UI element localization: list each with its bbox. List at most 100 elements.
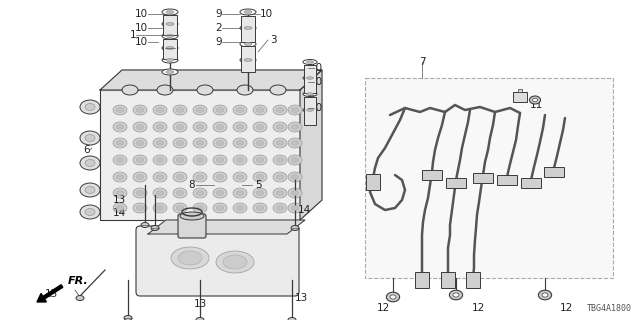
Text: 13: 13 bbox=[295, 293, 308, 303]
Text: 9: 9 bbox=[216, 37, 222, 47]
Ellipse shape bbox=[273, 155, 287, 165]
Text: 12: 12 bbox=[560, 303, 573, 313]
Ellipse shape bbox=[256, 190, 264, 196]
Ellipse shape bbox=[196, 174, 204, 180]
Ellipse shape bbox=[173, 105, 187, 115]
Ellipse shape bbox=[276, 174, 284, 180]
Ellipse shape bbox=[236, 157, 244, 163]
Polygon shape bbox=[100, 70, 322, 90]
Ellipse shape bbox=[542, 293, 548, 297]
Ellipse shape bbox=[273, 172, 287, 182]
Ellipse shape bbox=[162, 45, 178, 51]
Bar bbox=[163, 15, 177, 35]
Ellipse shape bbox=[116, 190, 124, 196]
Ellipse shape bbox=[387, 292, 399, 302]
Ellipse shape bbox=[162, 21, 178, 27]
Ellipse shape bbox=[213, 122, 227, 132]
Ellipse shape bbox=[136, 108, 144, 113]
Text: 5: 5 bbox=[255, 180, 262, 190]
Text: 13: 13 bbox=[113, 195, 126, 205]
Ellipse shape bbox=[193, 105, 207, 115]
Ellipse shape bbox=[193, 203, 207, 213]
Ellipse shape bbox=[113, 155, 127, 165]
Ellipse shape bbox=[233, 155, 247, 165]
Ellipse shape bbox=[244, 43, 252, 45]
Bar bbox=[518, 89, 522, 92]
Ellipse shape bbox=[156, 140, 164, 146]
Ellipse shape bbox=[233, 203, 247, 213]
Ellipse shape bbox=[253, 155, 267, 165]
Polygon shape bbox=[300, 70, 322, 220]
Ellipse shape bbox=[197, 85, 213, 95]
Ellipse shape bbox=[133, 172, 147, 182]
Ellipse shape bbox=[276, 205, 284, 211]
Ellipse shape bbox=[133, 203, 147, 213]
Bar bbox=[422, 170, 442, 180]
Ellipse shape bbox=[173, 122, 187, 132]
Ellipse shape bbox=[288, 138, 302, 148]
Ellipse shape bbox=[216, 174, 224, 180]
Text: 10: 10 bbox=[310, 63, 323, 73]
Polygon shape bbox=[148, 220, 305, 234]
Text: 13: 13 bbox=[193, 299, 207, 309]
Ellipse shape bbox=[213, 138, 227, 148]
Ellipse shape bbox=[116, 174, 124, 180]
Ellipse shape bbox=[256, 174, 264, 180]
Ellipse shape bbox=[85, 187, 95, 194]
Ellipse shape bbox=[136, 124, 144, 130]
Ellipse shape bbox=[244, 11, 252, 13]
FancyBboxPatch shape bbox=[136, 226, 299, 296]
Text: 7: 7 bbox=[419, 57, 426, 67]
Text: 1: 1 bbox=[310, 90, 317, 100]
Ellipse shape bbox=[449, 290, 463, 300]
Ellipse shape bbox=[153, 122, 167, 132]
Ellipse shape bbox=[193, 188, 207, 198]
Ellipse shape bbox=[162, 69, 178, 75]
Ellipse shape bbox=[162, 33, 178, 39]
Ellipse shape bbox=[236, 108, 244, 113]
Ellipse shape bbox=[136, 205, 144, 211]
Ellipse shape bbox=[133, 122, 147, 132]
Bar bbox=[163, 39, 177, 59]
Text: 10: 10 bbox=[135, 9, 148, 19]
Ellipse shape bbox=[136, 190, 144, 196]
Ellipse shape bbox=[276, 140, 284, 146]
FancyArrow shape bbox=[37, 285, 63, 302]
Ellipse shape bbox=[85, 134, 95, 141]
Ellipse shape bbox=[273, 105, 287, 115]
Ellipse shape bbox=[256, 108, 264, 113]
Ellipse shape bbox=[176, 140, 184, 146]
Ellipse shape bbox=[136, 157, 144, 163]
Ellipse shape bbox=[116, 205, 124, 211]
Ellipse shape bbox=[244, 27, 252, 29]
Ellipse shape bbox=[166, 35, 174, 37]
Bar bbox=[446, 178, 466, 188]
Ellipse shape bbox=[113, 188, 127, 198]
Text: 8: 8 bbox=[188, 180, 195, 190]
Text: 15: 15 bbox=[45, 289, 58, 299]
Ellipse shape bbox=[288, 105, 302, 115]
Ellipse shape bbox=[156, 124, 164, 130]
Text: FR.: FR. bbox=[68, 276, 89, 286]
Ellipse shape bbox=[236, 190, 244, 196]
Ellipse shape bbox=[193, 122, 207, 132]
Ellipse shape bbox=[133, 105, 147, 115]
Ellipse shape bbox=[113, 203, 127, 213]
Text: 4: 4 bbox=[165, 30, 172, 40]
Ellipse shape bbox=[178, 251, 202, 265]
Ellipse shape bbox=[156, 108, 164, 113]
Ellipse shape bbox=[153, 203, 167, 213]
Ellipse shape bbox=[288, 122, 302, 132]
Ellipse shape bbox=[76, 295, 84, 300]
Ellipse shape bbox=[288, 188, 302, 198]
Ellipse shape bbox=[166, 70, 174, 74]
Bar bbox=[365, 78, 613, 278]
Bar bbox=[241, 46, 255, 72]
Ellipse shape bbox=[80, 205, 100, 219]
Ellipse shape bbox=[288, 172, 302, 182]
Ellipse shape bbox=[196, 205, 204, 211]
Ellipse shape bbox=[291, 108, 299, 113]
Ellipse shape bbox=[253, 172, 267, 182]
Ellipse shape bbox=[151, 226, 159, 230]
Ellipse shape bbox=[288, 317, 296, 320]
